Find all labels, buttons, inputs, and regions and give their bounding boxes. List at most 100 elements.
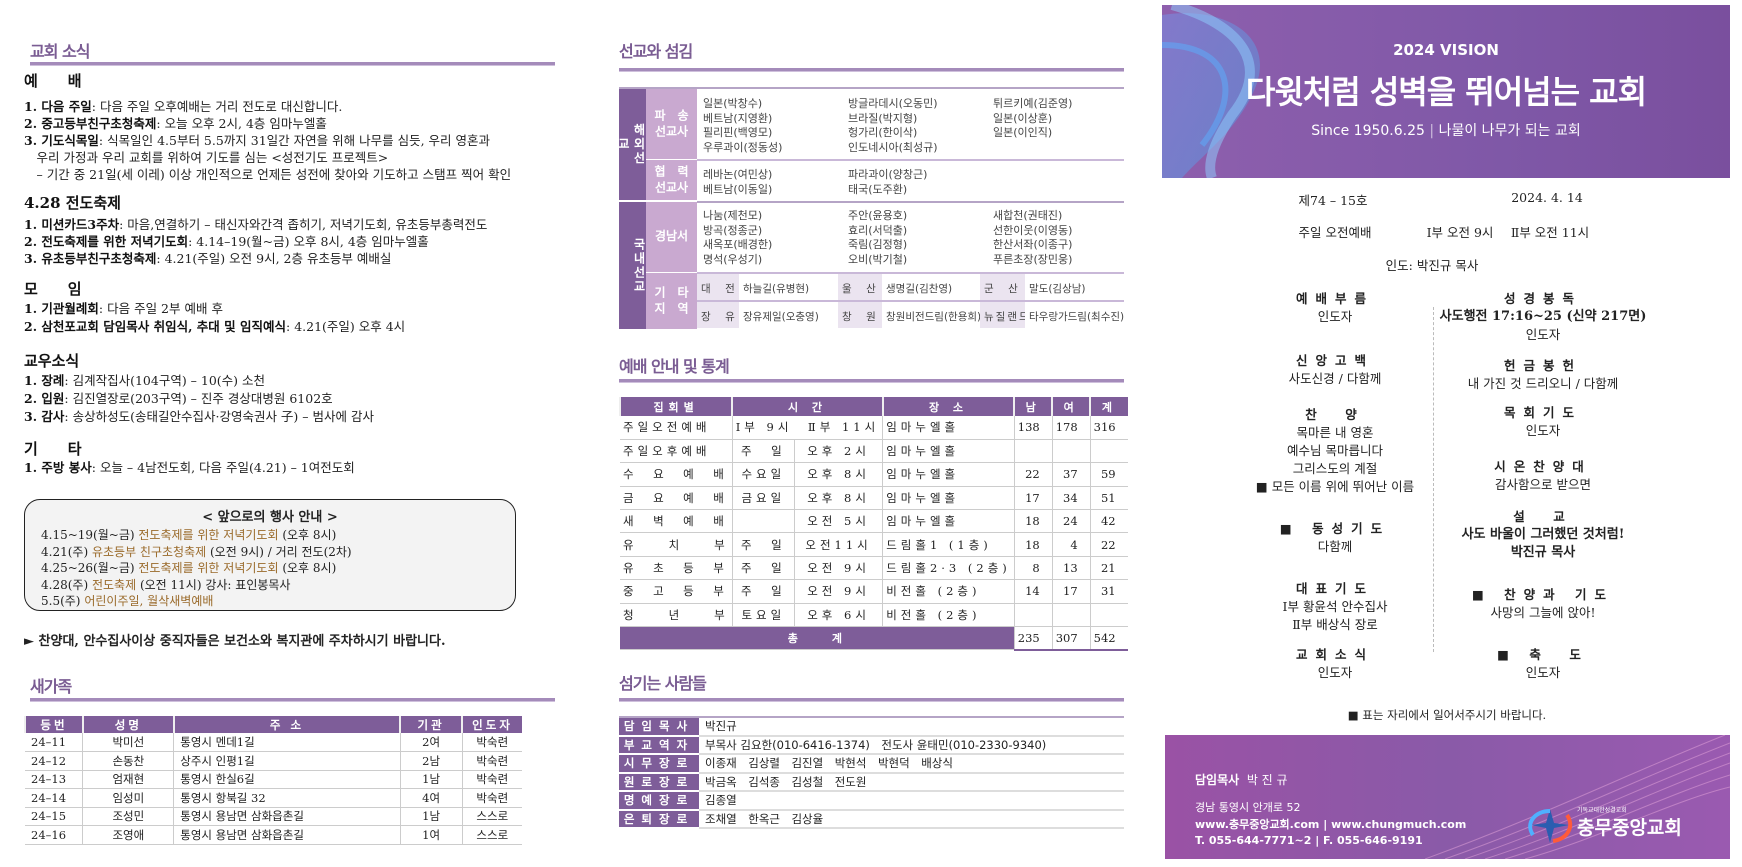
missions-table: 해외선교 국내선교 파 송 선교사 협 력 선교사 경남서 기 타 지 역 일본(박창수) 방… [616,87,1125,329]
section-divider [30,62,555,66]
total-label: 총 계 [620,626,1015,651]
table-cell: 주 일 [731,439,795,464]
sent-missionary-label-text: 파 송 선교사 [654,108,689,138]
table-cell: 오전 9시 [793,556,883,581]
order-line: 감사함으로 받으면 [1495,477,1591,492]
pastor-name: 박 진 규 [1246,773,1288,787]
gyeongnam-label: 경남서 [646,202,697,272]
order-line: ■ 모든 이름 위에 뛰어난 이름 [1255,479,1415,494]
table-cell: 박숙련 [461,733,522,752]
mission-entry: 파라과이(양창근) [848,168,928,181]
order-line: 내 가진 것 드리오니 / 다함께 [1467,376,1619,391]
members-item: 3. 감사: 송상하성도(송태길안수집사·강영숙권사 子) – 범사에 감사 [24,406,374,425]
table-row: 24–12 손동찬 상주시 인평1길 2남 박숙련 [25,751,522,771]
table-cell: 드림홀1 (1층) [882,532,1015,557]
event-name: 어린이주일, 월삭새벽예배 [84,594,214,608]
domestic-category: 국내선교 [619,202,646,329]
order-divider [1433,307,1434,652]
service-part2: Ⅱ부 오전 11시 [1510,225,1590,240]
table-cell: 주 일 [731,532,795,557]
servant-names: 김종열 [699,791,1124,811]
item-label: 3. 감사 [24,409,65,424]
service-leader: 인도: 박진규 목사 [1385,258,1479,273]
table-cell: 13 [1051,556,1091,581]
table-cell: 임마누엘홀 [882,439,1015,464]
logo-name: 충무중앙교회 [1577,817,1682,839]
table-cell: 새 벽 예 배 [620,509,733,534]
table-row: 24–13 엄재현 통영시 한실6길 1남 박숙련 [25,770,522,789]
table-cell [731,509,795,534]
item-text: : 오늘 오후 2시, 4층 임마누엘홀 [156,116,327,131]
members-item: 1. 장례: 김계작집사(104구역) – 10(수) 소천 [24,370,265,389]
servant-names: 조채열 한옥근 김상율 [699,809,1124,829]
column-header: 기관 [399,716,463,733]
etc-heading: 기 타 [24,440,82,458]
item-text: : 식목일인 4.5부터 5.5까지 31일간 자연을 위해 나무를 심듯, 우… [98,133,490,148]
item-text: 우리 가정과 우리 교회를 위하여 기도를 심는 <성전기도 프로젝트> [24,150,389,165]
mission-entry: 효리(서덕출) [848,223,908,237]
table-cell: 금요일 [731,486,795,511]
table-cell: 오후 2시 [793,439,883,464]
table-cell: 토요일 [731,603,795,628]
footer-website[interactable]: www.충무중앙교회.com | www.chungmuch.com [1195,818,1467,831]
table-cell: 17 [1013,486,1053,511]
mission-entry: 명석(우성기) [703,252,763,266]
vision-subtitle: Since 1950.6.25 | 나물이 나무가 되는 교회 [1311,123,1581,139]
table-cell: 24–11 [25,733,83,752]
item-text: : 김진열장로(203구역) – 진주 경상대병원 6102호 [64,391,333,406]
table-cell: 엄재현 [82,770,174,789]
table-cell: 37 [1051,462,1091,487]
order-item: 설 교 사도 바울이 그러했던 것처럼! 박진규 목사 [1462,508,1625,562]
meeting-item: 2. 삼천포교회 담임목사 취임식, 추대 및 임직예식: 4.21(주일) 오… [24,316,405,335]
partner-missionary-label: 협 력 선교사 [646,160,697,200]
table-cell: 상주시 인평1길 [173,751,401,771]
mission-entry: 한산서좌(이종구) [993,238,1073,251]
item-text: – 기간 중 21일(세 이레) 이상 개인적으로 언제든 성전에 찾아와 기도… [24,167,512,182]
table-cell: 51 [1089,486,1128,511]
table-cell: 24 [1051,509,1091,534]
church-name: 창원비전드림(한용희) [886,311,982,323]
mission-entry: 오비(박기철) [848,252,908,266]
servant-names: 부목사 김요한(010-6416-1374) 전도사 윤태민(010-2330-… [699,735,1124,755]
table-cell: 2여 [399,733,463,752]
order-title: 목회기도 [1503,405,1583,420]
order-line: 사도 바울이 그러했던 것처럼! [1461,527,1625,542]
church-name: 타우랑가드림(최수진) [1029,311,1125,323]
order-title: 성경봉독 [1503,291,1583,306]
mission-entry: 방글라데시(오동민) [848,97,938,110]
item-text: : 김계작집사(104구역) – 10(수) 소천 [64,373,266,388]
table-cell: 임마누엘홀 [882,416,1015,440]
mission-entry: 선한이웃(이영동) [993,223,1073,237]
order-line: 그리스도의 계절 [1292,461,1378,476]
order-line: 예수님 목마릅니다 [1287,443,1383,458]
mission-entry: 일본(박창수) [703,97,763,110]
event-name: 전도축제를 위한 저녁기도회 [138,561,279,575]
table-cell: 1남 [399,807,463,826]
table-cell [1013,439,1053,464]
swirl-graphic [1162,5,1260,178]
table-cell: 18 [1013,509,1053,534]
other-region-cell: 장유제일(오충영) [739,302,838,328]
table-cell [1089,439,1128,464]
row-divider [697,272,1124,274]
item-label: 1. 장례 [24,373,65,388]
table-cell: 316 [1089,416,1128,440]
table-cell: 34 [1051,486,1091,511]
table-cell: 중 고 등 부 [620,579,733,604]
servant-names: 박진규 [699,717,1124,737]
other-region-cell: 군 산 [980,274,1025,300]
sent-missionary-label: 파 송 선교사 [646,89,697,159]
other-region-cell: 창 원 [838,302,882,328]
pastor-label: 담임목사 [1195,773,1240,787]
item-text: : 4.14–19(월~금) 오후 8시, 4층 임마누엘홀 [188,234,429,249]
table-cell: 오전11시 [793,532,883,557]
column-header: 집회별 [618,397,733,416]
table-row: 주일오후예배 주 일 오후 2시 임마누엘홀 [620,439,1128,464]
region-name: 울 산 [842,283,878,295]
table-cell: 금 요 예 배 [620,486,733,511]
footer-address: 경남 통영시 안개로 52 [1195,801,1301,814]
order-line: 인도자 [1317,665,1353,680]
mission-entry: 레바논(여민상) [703,168,773,181]
table-cell: 오후 8시 [793,486,883,511]
order-line: 인도자 [1525,423,1561,438]
